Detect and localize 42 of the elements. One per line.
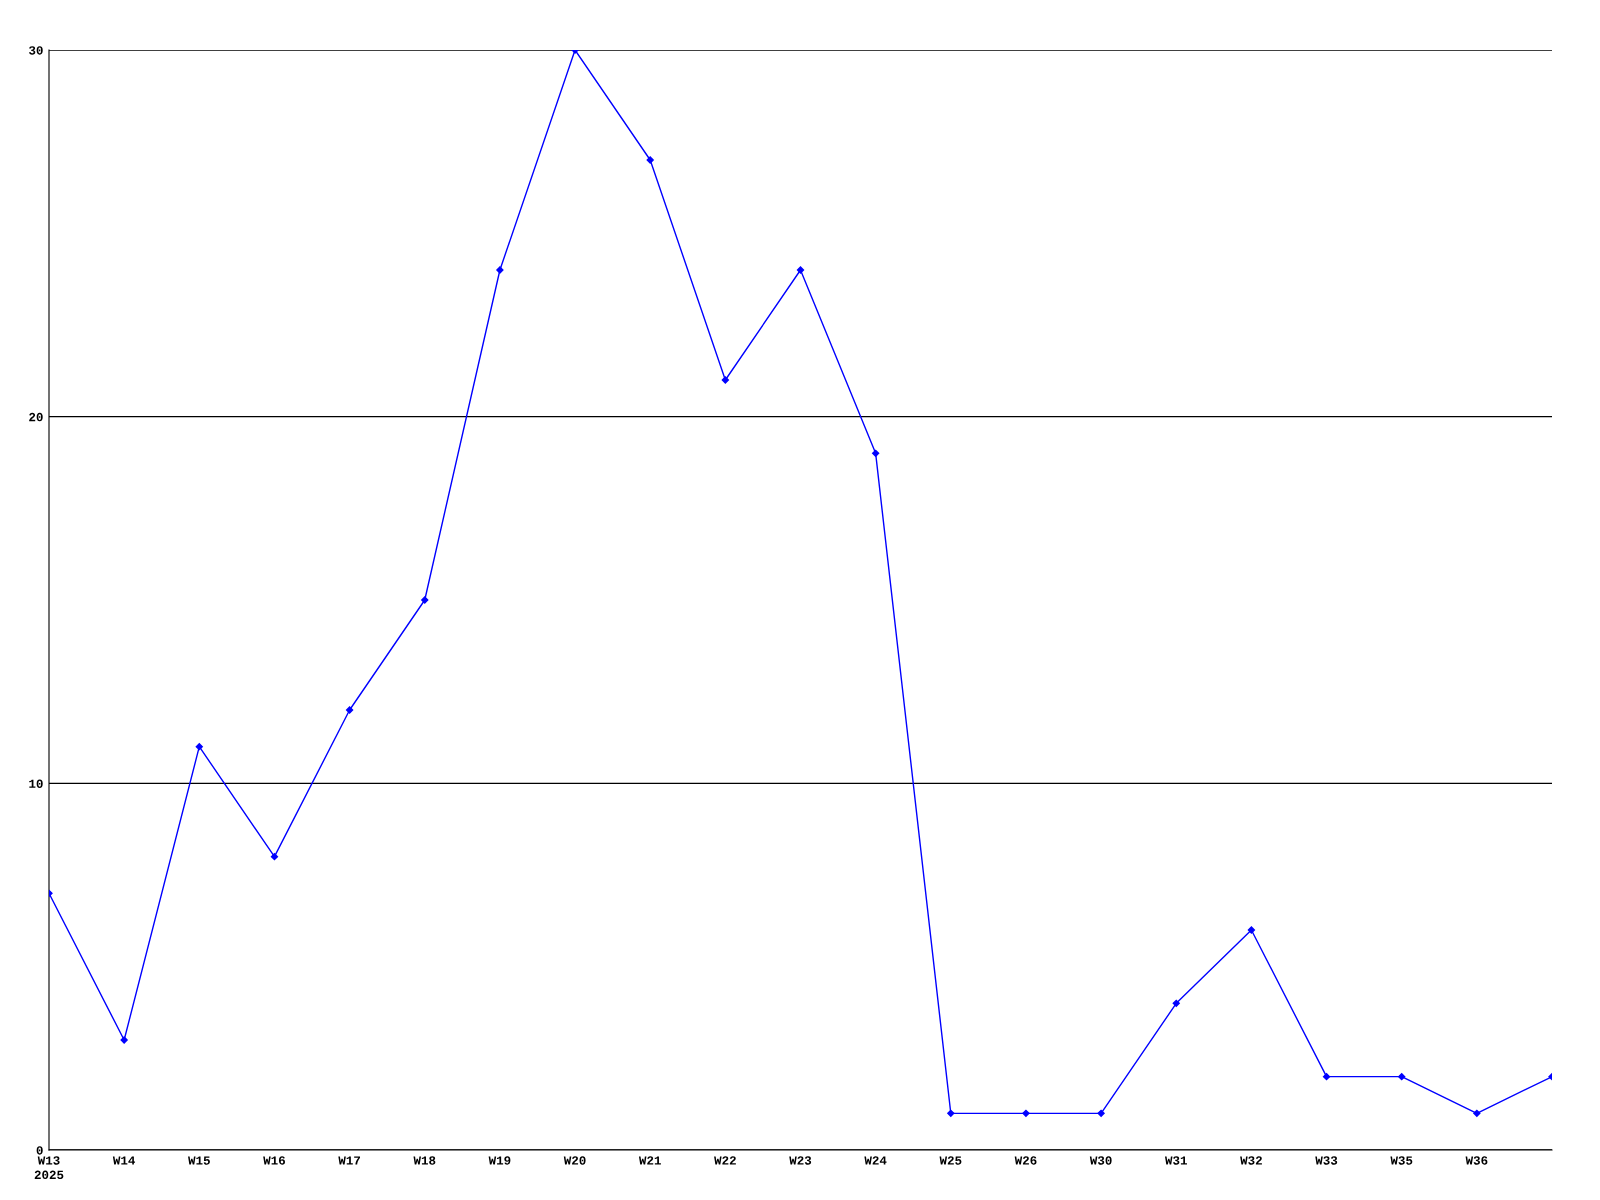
x-tick-label: W17 (338, 1156, 361, 1165)
point (796, 266, 805, 274)
x-tick-label: W21 (638, 1156, 661, 1165)
point (1022, 1109, 1030, 1117)
y-tick-label: 30 (29, 46, 43, 55)
x-tick-label: W25 (939, 1156, 962, 1165)
point (496, 266, 504, 274)
point (421, 596, 429, 604)
x-tick-label: W31 (1165, 1156, 1187, 1165)
x-tick-label: W23 (789, 1156, 812, 1165)
point (1398, 1073, 1406, 1081)
x-tick-label: W20 (563, 1156, 586, 1165)
point (1097, 1109, 1105, 1117)
point (947, 1109, 955, 1117)
x-tick-label: W19 (488, 1156, 511, 1165)
point (270, 853, 279, 861)
x-tick-label: W33 (1315, 1156, 1338, 1165)
x-tick-label: W18 (413, 1156, 436, 1165)
point (1473, 1109, 1481, 1117)
point (646, 156, 654, 164)
point (1247, 926, 1256, 934)
x-tick-label: W30 (1089, 1156, 1112, 1165)
x-tick-label: W15 (188, 1156, 210, 1165)
point (1172, 999, 1180, 1007)
x-tick-label: W14 (112, 1156, 136, 1165)
point (195, 743, 203, 751)
y-tick-label: 20 (29, 412, 43, 422)
x-tick-label: W36 (1465, 1156, 1488, 1165)
y-tick-label: 10 (29, 779, 43, 788)
x-tick-label: W35 (1390, 1156, 1413, 1165)
point (721, 376, 729, 384)
x-tick-label: W22 (714, 1156, 736, 1165)
point (1322, 1073, 1331, 1081)
x-tick-label: W13 2025 (34, 1156, 64, 1180)
x-tick-label: W24 (864, 1156, 887, 1165)
point (345, 706, 354, 714)
y-tick-label: 0 (36, 1146, 43, 1155)
x-tick-label: W16 (263, 1156, 285, 1165)
point (120, 1036, 128, 1044)
point (872, 449, 880, 457)
x-tick-label: W32 (1240, 1156, 1262, 1165)
x-tick-label: W26 (1014, 1156, 1037, 1165)
